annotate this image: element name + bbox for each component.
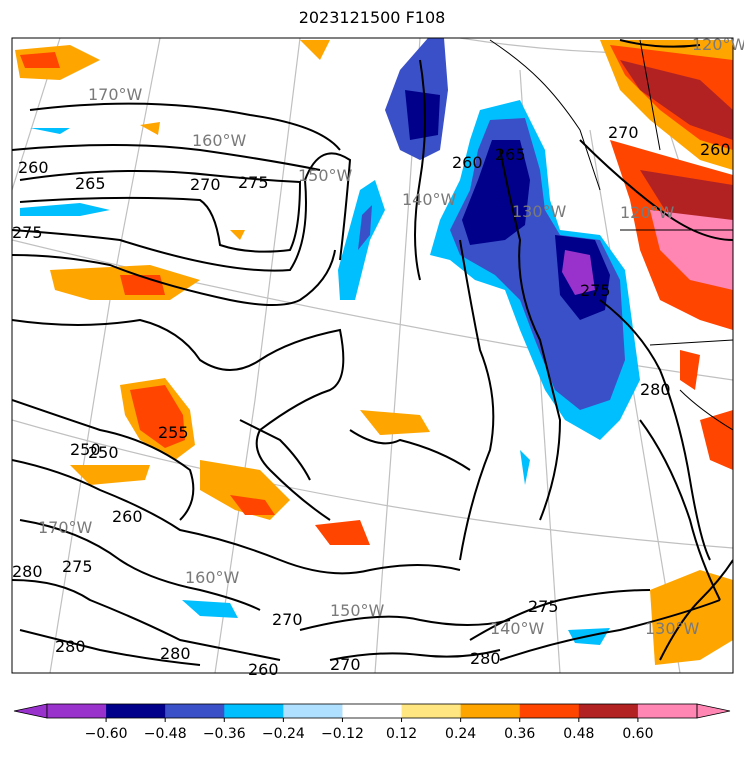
contour-label: 265 [75, 174, 106, 193]
colorbar-segment [165, 704, 225, 718]
longitude-labels: 170°W 160°W 150°W 140°W 130°W 120°W 170°… [38, 35, 744, 638]
contour-label: 260 [112, 507, 143, 526]
positive-anomaly-shading [15, 40, 733, 665]
colorbar-segment [637, 704, 698, 718]
colorbar-tick-label: 0.12 [386, 726, 417, 742]
contour-lines [12, 39, 733, 666]
contour-label: 260 [700, 140, 731, 159]
longitude-label: 150°W [330, 601, 385, 620]
contour-label: 280 [470, 649, 501, 668]
contour-label: 280 [12, 562, 43, 581]
colorbar-tick-label: −0.48 [144, 726, 187, 742]
contour-label: 280 [640, 380, 671, 399]
colorbar-segments [13, 703, 731, 719]
colorbar-tick-label: −0.24 [262, 726, 305, 742]
colorbar-frame [46, 703, 698, 719]
longitude-label: 130°W [645, 619, 700, 638]
contour-label: 275 [528, 597, 559, 616]
longitude-label: 130°W [512, 202, 567, 221]
colorbar-tick-label: 0.36 [504, 726, 535, 742]
colorbar-extend-left [13, 703, 48, 719]
longitude-label: 170°W [88, 85, 143, 104]
colorbar-segment [47, 704, 107, 718]
contour-label: 275 [62, 557, 93, 576]
map-panel: 170°W 160°W 150°W 140°W 130°W 120°W 170°… [11, 35, 744, 679]
contour-label: 270 [190, 175, 221, 194]
coastlines [489, 39, 733, 431]
colorbar-segment [106, 704, 166, 718]
longitude-label: 160°W [192, 131, 247, 150]
colorbar-tick-label: 0.48 [563, 726, 594, 742]
contour-label: 280 [160, 644, 191, 663]
contour-label: 255 [158, 423, 189, 442]
figure-title: 2023121500 F108 [298, 8, 446, 27]
contour-label: 270 [608, 123, 639, 142]
longitude-label: 140°W [490, 619, 545, 638]
colorbar-tick-label: −0.12 [321, 726, 364, 742]
colorbar-segment [401, 704, 462, 718]
contour-label: 275 [238, 173, 269, 192]
longitude-label: 120°W [692, 35, 744, 54]
colorbar-segment [519, 704, 580, 718]
contour-label: 260 [452, 153, 483, 172]
contour-label: 270 [330, 655, 361, 674]
contour-label: 250 [88, 443, 119, 462]
map-frame [11, 37, 734, 674]
contour-label: 275 [580, 281, 611, 300]
longitude-label: 140°W [402, 190, 457, 209]
longitude-label: 150°W [298, 166, 353, 185]
contour-label: 260 [18, 158, 49, 177]
colorbar-segment [224, 704, 284, 718]
contour-labels: 260 265 270 275 275 260 265 250 250 255 … [12, 123, 731, 679]
colorbar-tick-label: 0.24 [445, 726, 476, 742]
longitude-label: 160°W [185, 568, 240, 587]
colorbar-ticks [105, 718, 639, 722]
colorbar-tick-label: 0.60 [622, 726, 653, 742]
contour-label: 275 [12, 223, 43, 242]
longitude-label: 170°W [38, 518, 93, 537]
colorbar-tick-labels: −0.60 −0.48 −0.36 −0.24 −0.12 0.12 0.24 0.36 0.4… [85, 726, 654, 742]
colorbar-segment [578, 704, 639, 718]
colorbar-segment [342, 704, 403, 718]
contour-label: 270 [272, 610, 303, 629]
colorbar-segment [460, 704, 521, 718]
contour-label: 250 [70, 440, 101, 459]
contour-label: 265 [495, 145, 526, 164]
colorbar-tick-label: −0.36 [203, 726, 246, 742]
contour-label: 280 [55, 637, 86, 656]
colorbar-tick-label: −0.60 [85, 726, 128, 742]
longitude-label: 120°W [620, 203, 675, 222]
negative-anomaly-shading [20, 38, 640, 645]
contour-label: 260 [248, 660, 279, 679]
colorbar-extend-right [696, 703, 731, 719]
colorbar-segment [283, 704, 343, 718]
colorbar: −0.60 −0.48 −0.36 −0.24 −0.12 0.12 0.24 0.36 0.4… [13, 703, 731, 742]
